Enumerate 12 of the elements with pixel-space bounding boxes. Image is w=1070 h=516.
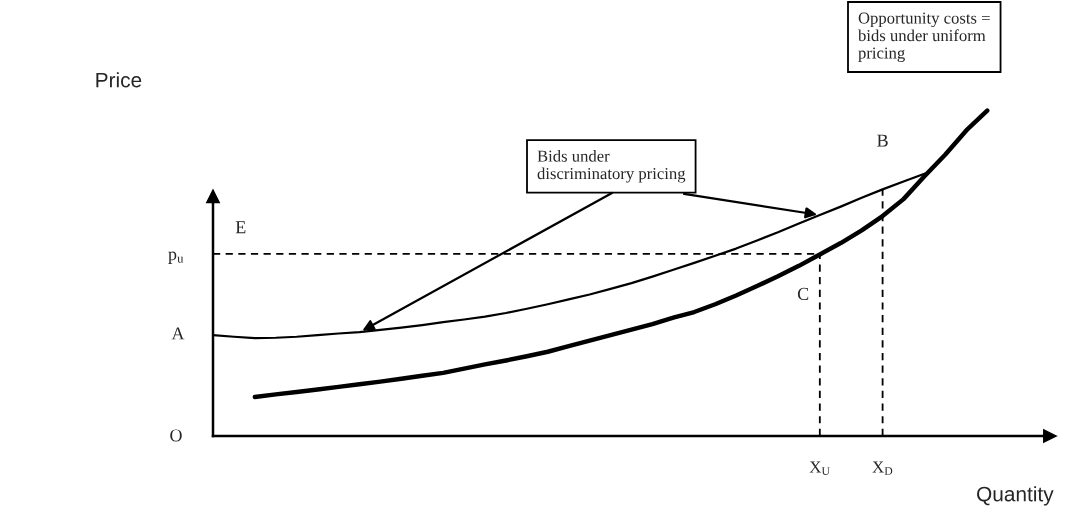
annotation: Bids under discriminatory pricing <box>537 150 686 183</box>
text: Opportunity costs = bids under uniform pricing <box>858 12 990 63</box>
x-tick-label: X$_{U}$ <box>809 461 830 475</box>
x-axis-title: Quantity <box>977 486 1054 506</box>
annotation: E <box>235 221 246 234</box>
text: O <box>170 429 182 442</box>
annotation: B <box>877 134 888 147</box>
x-tick-label: X$_{D}$ <box>872 461 893 475</box>
text: A <box>171 327 185 340</box>
annotation: C <box>797 287 809 300</box>
text: p$_{u}$ <box>168 251 184 264</box>
y-axis-title: Price <box>96 72 142 88</box>
